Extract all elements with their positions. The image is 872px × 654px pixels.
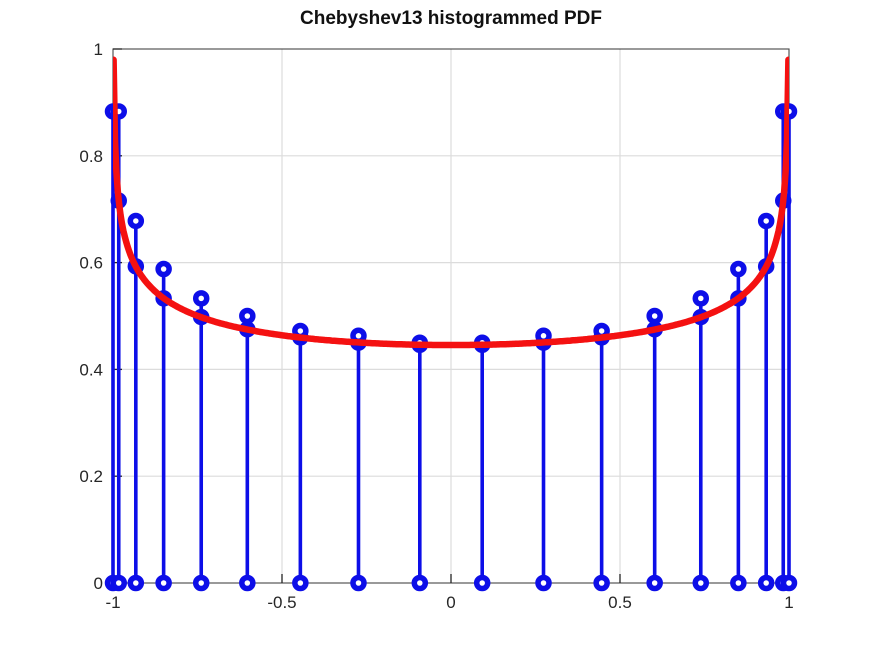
stem-top-marker bbox=[155, 260, 172, 278]
stem-base-marker bbox=[646, 574, 663, 592]
stem-top-marker bbox=[692, 290, 710, 307]
stem-base-marker bbox=[473, 574, 491, 592]
stem-top-marker bbox=[239, 307, 256, 325]
stem-base-marker bbox=[127, 574, 145, 592]
stem-base-marker bbox=[155, 574, 172, 592]
stem-base-marker bbox=[692, 574, 710, 592]
chart-title: Chebyshev13 histogrammed PDF bbox=[300, 8, 602, 29]
x-tick-label: 1 bbox=[784, 593, 793, 612]
stem-top-marker bbox=[646, 307, 663, 325]
stem-top-marker bbox=[757, 212, 775, 230]
x-tick-label: -0.5 bbox=[267, 593, 296, 612]
y-tick-label: 0.8 bbox=[79, 147, 103, 166]
stem-base-marker bbox=[239, 574, 256, 592]
x-tick-label: 0.5 bbox=[608, 593, 632, 612]
y-tick-label: 0.4 bbox=[79, 360, 103, 379]
stem-base-marker bbox=[292, 574, 309, 592]
stem-base-marker bbox=[593, 574, 610, 592]
stem-top-marker bbox=[192, 290, 210, 307]
stem-base-marker bbox=[192, 574, 210, 592]
stem-top-marker bbox=[127, 212, 145, 230]
exact-pdf-curve bbox=[113, 56, 789, 349]
y-tick-label: 0 bbox=[94, 574, 103, 593]
stem-base-marker bbox=[350, 574, 367, 592]
stem-base-marker bbox=[535, 574, 552, 592]
stem-base-marker bbox=[411, 574, 429, 592]
y-tick-label: 0.2 bbox=[79, 467, 103, 486]
stem-base-marker bbox=[757, 574, 775, 592]
stem-base-marker bbox=[110, 574, 127, 592]
x-tick-label: -1 bbox=[105, 593, 120, 612]
stem-base-marker bbox=[730, 574, 747, 592]
y-tick-label: 0.6 bbox=[79, 254, 103, 273]
y-tick-label: 1 bbox=[94, 40, 103, 59]
stem-top-marker bbox=[730, 260, 747, 278]
stem-base-marker bbox=[780, 574, 798, 592]
x-tick-label: 0 bbox=[446, 593, 455, 612]
